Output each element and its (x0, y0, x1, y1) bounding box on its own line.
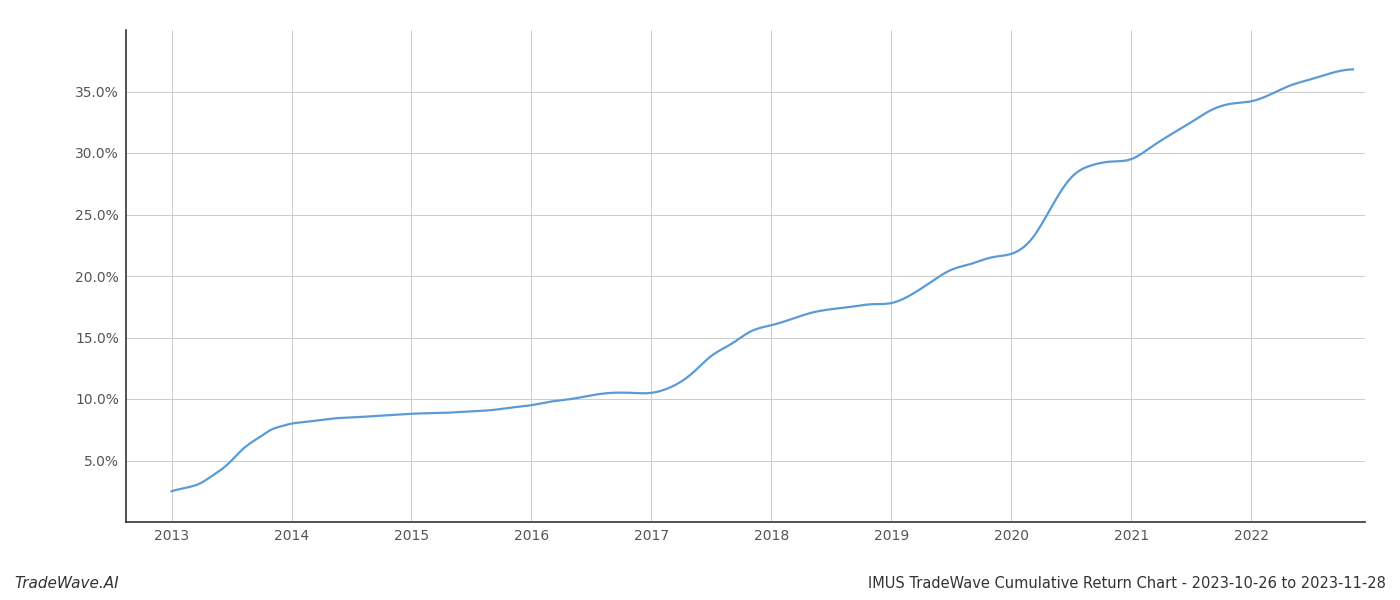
Text: TradeWave.AI: TradeWave.AI (14, 576, 119, 591)
Text: IMUS TradeWave Cumulative Return Chart - 2023-10-26 to 2023-11-28: IMUS TradeWave Cumulative Return Chart -… (868, 576, 1386, 591)
